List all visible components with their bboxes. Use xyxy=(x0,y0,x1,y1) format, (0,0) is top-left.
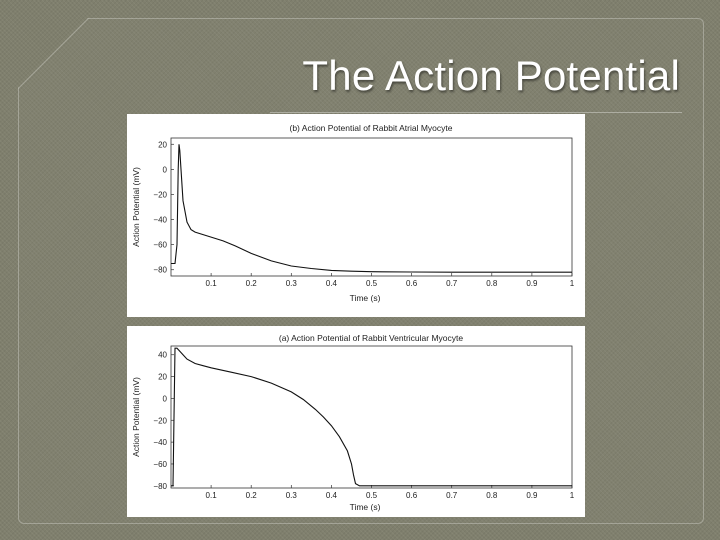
x-tick-label: 0.1 xyxy=(206,491,218,500)
plot-area-frame xyxy=(170,345,573,489)
axis-ticks: 0.1 0.2 0.3 0.4 0.5 0.6 0.7 0.8 0.9 1 20 0 −20 −40 −60… xyxy=(153,140,574,288)
x-tick-label: 0.4 xyxy=(326,279,338,288)
x-axis-label: Time (s) xyxy=(350,502,381,512)
x-tick-label: 0.8 xyxy=(486,491,498,500)
action-potential-curve xyxy=(171,144,572,273)
x-tick-label: 0.2 xyxy=(246,491,258,500)
x-tick-label: 0.1 xyxy=(206,279,218,288)
action-potential-curve xyxy=(171,347,572,487)
x-tick-label: 0.7 xyxy=(446,491,458,500)
y-tick-label: −60 xyxy=(153,241,167,250)
y-tick-label: −60 xyxy=(153,460,167,469)
chart-title: (b) Action Potential of Rabbit Atrial My… xyxy=(290,123,453,133)
atrial-chart-panel: (b) Action Potential of Rabbit Atrial My… xyxy=(127,114,585,317)
chart-title: (a) Action Potential of Rabbit Ventricul… xyxy=(279,333,464,343)
y-tick-label: 20 xyxy=(158,140,167,149)
x-tick-label: 0.2 xyxy=(246,279,258,288)
y-tick-label: 0 xyxy=(163,165,168,174)
y-axis-label: Action Potential (mV) xyxy=(131,377,141,457)
x-tick-label: 0.3 xyxy=(286,491,298,500)
slide-frame xyxy=(18,18,704,524)
atrial-action-potential-chart: (b) Action Potential of Rabbit Atrial My… xyxy=(131,123,575,303)
y-tick-label: −80 xyxy=(153,482,167,491)
y-tick-label: −40 xyxy=(153,216,167,225)
x-tick-label: 0.5 xyxy=(366,491,378,500)
x-tick-label: 0.6 xyxy=(406,491,418,500)
y-axis-label: Action Potential (mV) xyxy=(131,167,141,247)
title-divider xyxy=(270,112,682,113)
y-tick-label: 20 xyxy=(158,373,167,382)
x-tick-label: 0.3 xyxy=(286,279,298,288)
axis-ticks: 0.1 0.2 0.3 0.4 0.5 0.6 0.7 0.8 0.9 1 40 20 0 −20 −40 −… xyxy=(153,351,574,500)
y-tick-label: −80 xyxy=(153,266,167,275)
ventricular-action-potential-chart: (a) Action Potential of Rabbit Ventricul… xyxy=(131,333,575,512)
x-tick-label: 1 xyxy=(570,279,575,288)
x-tick-label: 0.6 xyxy=(406,279,418,288)
x-tick-label: 0.5 xyxy=(366,279,378,288)
y-tick-label: 40 xyxy=(158,351,167,360)
plot-area-frame xyxy=(170,137,573,277)
x-axis-label: Time (s) xyxy=(350,293,381,303)
x-tick-label: 0.9 xyxy=(526,491,538,500)
y-tick-label: −40 xyxy=(153,438,167,447)
x-tick-label: 0.4 xyxy=(326,491,338,500)
y-tick-label: −20 xyxy=(153,416,167,425)
x-tick-label: 1 xyxy=(570,491,575,500)
x-tick-label: 0.9 xyxy=(526,279,538,288)
ventricular-chart-panel: (a) Action Potential of Rabbit Ventricul… xyxy=(127,326,585,517)
y-tick-label: 0 xyxy=(163,394,168,403)
slide-title: The Action Potential xyxy=(302,52,680,99)
x-tick-label: 0.8 xyxy=(486,279,498,288)
y-tick-label: −20 xyxy=(153,190,167,199)
x-tick-label: 0.7 xyxy=(446,279,458,288)
